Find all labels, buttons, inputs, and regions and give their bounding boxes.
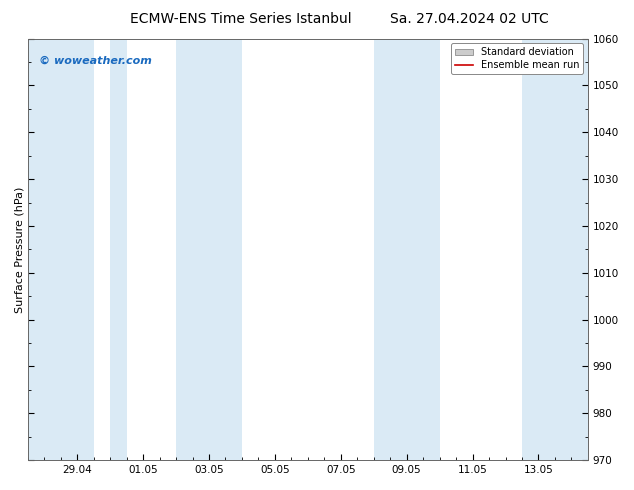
Bar xyxy=(28,39,94,460)
Bar xyxy=(110,39,127,460)
Text: Sa. 27.04.2024 02 UTC: Sa. 27.04.2024 02 UTC xyxy=(390,12,548,26)
Y-axis label: Surface Pressure (hPa): Surface Pressure (hPa) xyxy=(15,186,25,313)
Text: © woweather.com: © woweather.com xyxy=(39,55,152,66)
Bar xyxy=(176,39,242,460)
Bar xyxy=(522,39,588,460)
Text: ECMW-ENS Time Series Istanbul: ECMW-ENS Time Series Istanbul xyxy=(130,12,352,26)
Legend: Standard deviation, Ensemble mean run: Standard deviation, Ensemble mean run xyxy=(451,44,583,74)
Bar xyxy=(373,39,439,460)
